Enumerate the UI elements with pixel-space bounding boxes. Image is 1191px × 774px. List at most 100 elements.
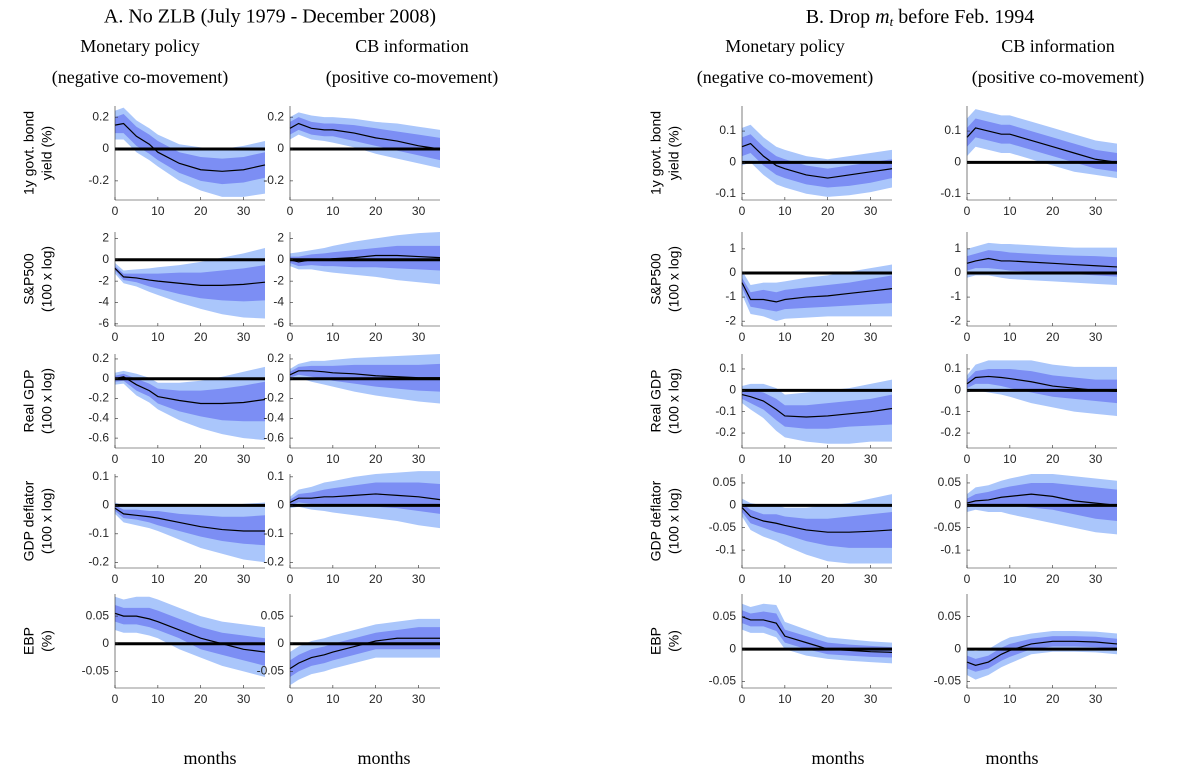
x-tick-label: 20	[194, 692, 208, 706]
y-tick-label: -6	[98, 316, 109, 330]
row-label: (100 x log)	[39, 246, 55, 312]
x-tick-label: 10	[326, 330, 340, 344]
title-part: m	[875, 6, 889, 28]
x-tick-label: 20	[194, 330, 208, 344]
confidence-band	[115, 505, 265, 546]
x-tick-label: 20	[1046, 204, 1060, 218]
group-title: B. Drop mt before Feb. 1994	[806, 6, 1035, 29]
x-tick-label: 30	[864, 452, 878, 466]
confidence-band	[967, 118, 1117, 172]
x-tick-label: 0	[964, 452, 971, 466]
row-label: Real GDP	[21, 369, 37, 432]
y-tick-label: 0.2	[267, 109, 284, 123]
row-label: (100 x log)	[39, 488, 55, 554]
x-axis-label: months	[811, 748, 864, 768]
confidence-band	[742, 390, 892, 429]
median-line	[966, 127, 1118, 163]
y-tick-label: 0.1	[719, 361, 736, 375]
y-tick-label: 0.05	[86, 608, 110, 622]
median-line	[114, 507, 265, 532]
y-tick-label: 0	[954, 155, 961, 169]
x-tick-label: 0	[287, 692, 294, 706]
median-line	[289, 493, 441, 504]
x-tick-label: 0	[964, 204, 971, 218]
x-tick-label: 0	[739, 452, 746, 466]
x-tick-label: 0	[964, 330, 971, 344]
x-tick-label: 20	[194, 452, 208, 466]
y-tick-label: 0	[102, 141, 109, 155]
x-tick-label: 20	[821, 204, 835, 218]
y-tick-label: -6	[273, 316, 284, 330]
column-title: (positive co-movement)	[972, 67, 1144, 88]
row-label: Real GDP	[648, 369, 664, 432]
y-tick-label: -0.2	[263, 391, 284, 405]
median-line	[741, 616, 893, 653]
row-label: (100 x log)	[666, 368, 682, 434]
median-line	[289, 254, 441, 263]
y-tick-label: 0	[729, 265, 736, 279]
y-tick-label: 0	[277, 141, 284, 155]
confidence-band	[967, 636, 1117, 672]
y-tick-label: -0.2	[715, 425, 736, 439]
y-tick-label: 0.2	[92, 109, 109, 123]
title-part: t	[890, 14, 894, 29]
y-tick-label: 0	[102, 252, 109, 266]
confidence-band	[290, 245, 440, 271]
x-tick-label: 0	[287, 572, 294, 586]
y-tick-label: 0.1	[719, 123, 736, 137]
confidence-band	[967, 482, 1117, 521]
x-axis-label: months	[357, 748, 410, 768]
column-title: CB information	[1001, 36, 1115, 56]
y-tick-label: -0.4	[263, 410, 284, 424]
confidence-band	[742, 275, 892, 312]
y-tick-label: 0.2	[267, 351, 284, 365]
y-tick-label: 0	[954, 382, 961, 396]
row-label: yield (%)	[666, 126, 682, 180]
y-tick-label: 1	[729, 241, 736, 255]
x-tick-label: 20	[1046, 572, 1060, 586]
y-tick-label: -0.1	[940, 542, 961, 556]
row-label: yield (%)	[39, 126, 55, 180]
y-tick-label: -2	[725, 313, 736, 327]
y-tick-label: 2	[277, 231, 284, 245]
x-tick-label: 10	[1003, 572, 1017, 586]
y-tick-label: 0	[277, 636, 284, 650]
y-tick-label: -0.1	[940, 404, 961, 418]
x-tick-label: 10	[151, 692, 165, 706]
x-tick-label: 10	[778, 452, 792, 466]
x-tick-label: 20	[369, 452, 383, 466]
confidence-band	[115, 113, 265, 185]
y-tick-label: -0.2	[88, 554, 109, 568]
y-tick-label: -0.1	[715, 186, 736, 200]
row-label: EBP	[21, 627, 37, 655]
y-tick-label: -2	[273, 273, 284, 287]
x-tick-label: 0	[287, 330, 294, 344]
y-tick-label: -0.05	[257, 664, 285, 678]
x-tick-label: 20	[369, 692, 383, 706]
x-tick-label: 30	[237, 692, 251, 706]
x-tick-label: 20	[1046, 452, 1060, 466]
y-tick-label: -0.2	[263, 554, 284, 568]
row-label: (100 x log)	[39, 368, 55, 434]
row-label: (100 x log)	[666, 488, 682, 554]
x-tick-label: 20	[369, 330, 383, 344]
y-tick-label: -0.1	[88, 526, 109, 540]
median-line	[114, 612, 266, 653]
x-tick-label: 30	[864, 572, 878, 586]
x-tick-label: 30	[412, 572, 426, 586]
y-tick-label: 0.05	[938, 609, 962, 623]
y-tick-label: 0	[277, 252, 284, 266]
y-tick-label: 0.05	[938, 475, 962, 489]
y-tick-label: -0.6	[263, 430, 284, 444]
x-tick-label: 20	[369, 204, 383, 218]
x-tick-label: 30	[237, 330, 251, 344]
row-label: GDP deflator	[21, 480, 37, 561]
median-line	[289, 122, 441, 150]
x-tick-label: 30	[1089, 572, 1103, 586]
row-label: 1y govt. bond	[21, 111, 37, 195]
x-tick-label: 20	[821, 692, 835, 706]
x-tick-label: 30	[1089, 692, 1103, 706]
x-tick-label: 0	[112, 452, 119, 466]
x-tick-label: 10	[778, 330, 792, 344]
x-tick-label: 30	[237, 452, 251, 466]
